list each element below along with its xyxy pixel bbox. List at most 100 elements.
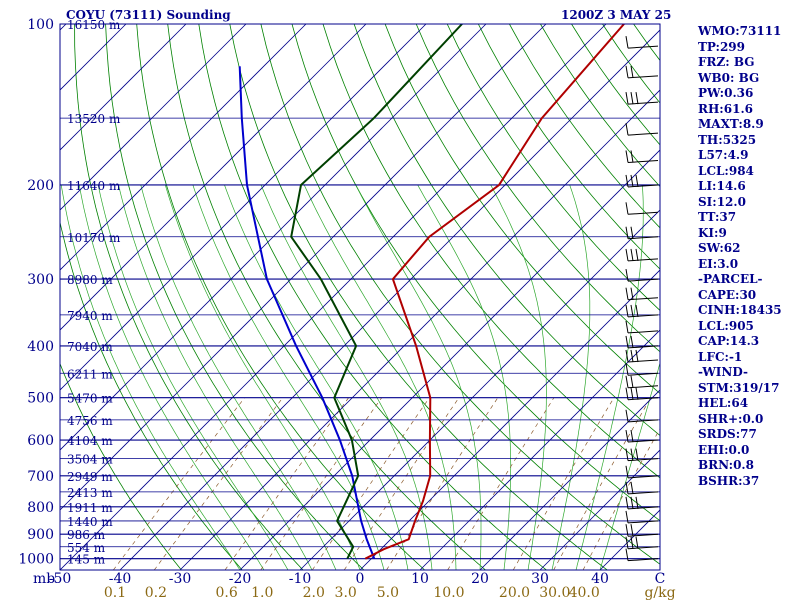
- dry-adiabat: [60, 362, 182, 570]
- celsius-label: C: [655, 571, 666, 587]
- dry-adiabat: [74, 24, 304, 570]
- dry-adiabat: [477, 24, 660, 270]
- index-item: SW:62: [698, 241, 741, 255]
- mixing-ratio-label: 20.0: [499, 585, 530, 600]
- dry-adiabat: [353, 24, 660, 437]
- height-label: 5470 m: [67, 392, 113, 406]
- index-item: TT:37: [698, 210, 737, 224]
- isotherm: [60, 24, 67, 31]
- dry-adiabat: [136, 24, 425, 570]
- wind-barb-flag: [625, 320, 629, 333]
- pressure-tick-label: 100: [27, 17, 54, 33]
- index-item: LI:14.6: [698, 179, 746, 193]
- wind-barb-flag: [635, 496, 639, 509]
- height-label: 1440 m: [67, 515, 113, 529]
- index-item: SHR+:0.0: [698, 411, 764, 426]
- temperature-tick-label: 40: [591, 571, 609, 587]
- height-label: 2413 m: [67, 486, 113, 500]
- moist-adiabat: [575, 184, 644, 570]
- wind-barb-shaft: [627, 132, 659, 136]
- wind-barb-shaft: [627, 419, 659, 423]
- wind-barb-flag: [625, 202, 629, 215]
- wind-barb-flag: [635, 387, 639, 400]
- wind-barb-flag: [625, 409, 629, 422]
- wind-barb-flag: [625, 496, 629, 509]
- height-label: 10170 m: [67, 231, 121, 245]
- isotherm: [239, 149, 660, 570]
- pressure-unit-label: mb: [33, 571, 55, 587]
- height-label: 13520 m: [67, 112, 121, 126]
- wind-barb-flag: [630, 496, 634, 509]
- dry-adiabat: [167, 24, 486, 570]
- temperature-tick-label: 30: [531, 571, 549, 587]
- index-item: KI:9: [698, 225, 727, 240]
- wind-barb-flag: [625, 123, 629, 136]
- index-item: LFC:-1: [698, 349, 743, 364]
- temperature-tick-label: -30: [169, 571, 192, 587]
- wind-barb-flag: [625, 304, 629, 317]
- wind-barb-flag: [625, 481, 629, 494]
- station-title: COYU (73111) Sounding: [66, 8, 231, 22]
- dry-adiabat: [198, 24, 547, 570]
- mixing-ratio-label: 3.0: [335, 585, 357, 600]
- wind-barb-flag: [625, 548, 629, 561]
- index-item: RH:61.6: [698, 101, 753, 116]
- wind-barb-flag: [625, 510, 629, 524]
- temperature-tick-label: 20: [471, 571, 489, 587]
- index-item: -PARCEL-: [698, 272, 763, 286]
- index-item: MAXT:8.9: [698, 117, 764, 131]
- wind-barb-flag: [630, 335, 634, 348]
- isotherm: [299, 209, 660, 570]
- index-item: CINH:18435: [698, 303, 782, 317]
- moist-adiabat: [140, 184, 337, 570]
- pressure-tick-label: 300: [27, 272, 54, 288]
- isotherm: [60, 24, 247, 211]
- height-label: 2949 m: [67, 470, 113, 484]
- wind-barb-shaft: [627, 558, 659, 562]
- pressure-tick-label: 500: [27, 391, 54, 407]
- height-label: 4756 m: [67, 414, 113, 428]
- mixing-ratio-label: 0.1: [104, 585, 126, 600]
- index-item: EI:3.0: [698, 256, 739, 271]
- dry-adiabat: [384, 24, 660, 395]
- height-label: 6211 m: [67, 367, 113, 381]
- temperature-tick-label: -40: [109, 571, 132, 587]
- height-label: 4104 m: [67, 434, 113, 448]
- temperature-tick-label: -50: [49, 571, 72, 587]
- wind-barb-flag: [630, 448, 634, 461]
- moist-adiabat: [224, 184, 409, 570]
- mixing-ratio-label: 0.6: [215, 585, 237, 600]
- height-label: 3504 m: [67, 453, 113, 467]
- moist-adiabat: [260, 184, 433, 570]
- wind-barb-flag: [630, 248, 634, 261]
- isotherm: [60, 24, 427, 391]
- index-item: SI:12.0: [698, 194, 746, 209]
- wind-barb-flag: [625, 92, 629, 105]
- height-label: 986 m: [67, 528, 106, 542]
- mixing-ratio-line: [153, 397, 284, 570]
- wind-barb-flag: [630, 226, 634, 239]
- mixing-ratio-line: [113, 397, 245, 570]
- moist-adiabat: [551, 184, 591, 570]
- wind-barb-flag: [625, 335, 629, 348]
- moist-adiabat: [118, 184, 313, 570]
- index-item: LCL:984: [698, 163, 754, 178]
- temperature-tick-label: -20: [229, 571, 252, 587]
- pressure-tick-label: 1000: [18, 552, 54, 568]
- wind-barb-flag: [625, 269, 629, 282]
- mixing-ratio-label: 0.2: [145, 585, 167, 600]
- height-label: 554 m: [67, 541, 106, 555]
- wind-barb-flag: [630, 65, 634, 78]
- dry-adiabat: [446, 24, 660, 311]
- wind-barb-flag: [630, 536, 634, 549]
- isotherm: [60, 24, 187, 151]
- mixing-ratio-line: [386, 397, 499, 570]
- index-item: TP:299: [698, 39, 746, 54]
- index-item: WMO:73111: [698, 24, 782, 38]
- wind-barb-flag: [630, 429, 634, 443]
- temperature-trace: [364, 24, 625, 560]
- temperature-tick-label: 0: [356, 571, 365, 587]
- index-item: FRZ: BG: [698, 55, 755, 69]
- wind-barb-shaft: [627, 372, 659, 376]
